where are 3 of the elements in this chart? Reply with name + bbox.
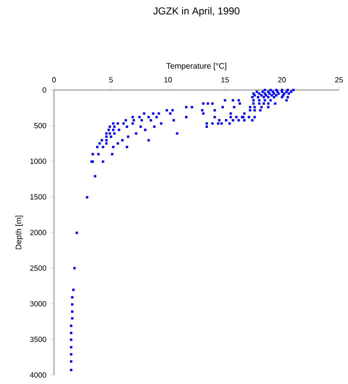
chart-title: JGZK in April, 1990 — [153, 7, 240, 16]
x-axis-title: Temperature [°C] — [166, 62, 226, 70]
y-axis-title: Depth [m] — [15, 216, 23, 250]
